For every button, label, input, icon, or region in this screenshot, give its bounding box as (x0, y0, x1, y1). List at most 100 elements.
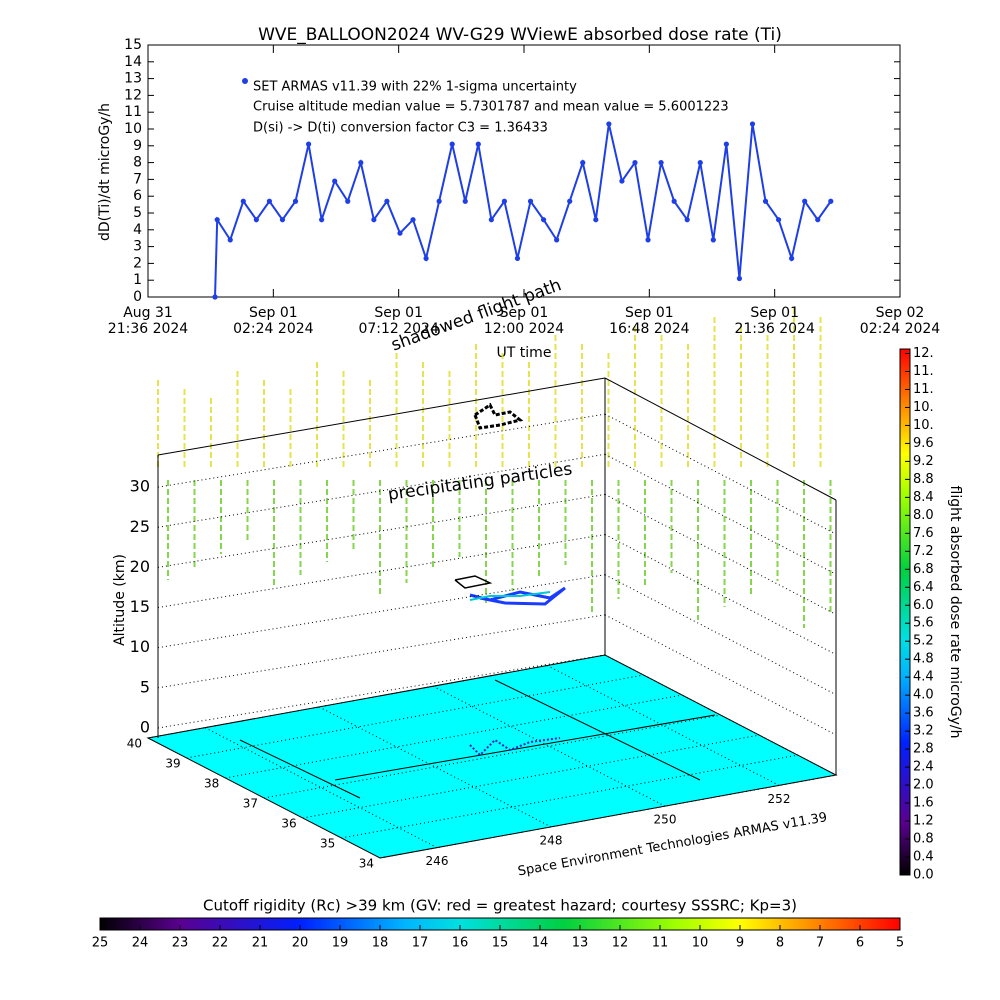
data-point (332, 178, 338, 184)
colorbar-tick-label: 6 (856, 936, 864, 951)
lat-tick-label: 34 (359, 857, 374, 871)
colorbar-tick-label: 17 (412, 936, 429, 951)
y-tick-label: 14 (124, 54, 142, 70)
grid-line (604, 574, 837, 696)
colorbar-tick-label: 8.4 (913, 490, 934, 505)
colorbar-tick-label: 13 (572, 936, 589, 951)
colorbar-tick-label: 1.6 (913, 796, 934, 811)
data-line (214, 123, 832, 298)
data-point (475, 141, 481, 147)
grid-line (604, 654, 837, 776)
y-tick-label: 15 (124, 37, 142, 53)
colorbar-tick-label: 8.0 (913, 508, 934, 523)
data-point (462, 198, 468, 204)
grid-line (604, 534, 837, 656)
lat-tick-label: 39 (165, 757, 180, 771)
colorbar-tick-label: 5.2 (913, 634, 934, 649)
grid-line (263, 714, 722, 799)
data-point (501, 198, 508, 204)
grid-line (604, 614, 837, 736)
colorbar-tick-label: 25 (92, 936, 109, 951)
colorbar-tick-label: 6.4 (913, 580, 934, 595)
lat-tick-label: 36 (281, 817, 296, 831)
data-point (371, 217, 377, 223)
data-point (723, 141, 729, 147)
colorbar-tick-label: 12 (612, 936, 629, 951)
colorbar-tick-label: 14 (532, 936, 549, 951)
colorbar-tick-label: 19 (332, 936, 349, 951)
data-point (815, 217, 821, 223)
box-edge (604, 377, 837, 501)
data-point (397, 230, 403, 236)
data-point (762, 198, 769, 204)
colorbar-tick-label: 9.2 (913, 454, 934, 469)
y-axis-label: dD(Ti)/dt microGy/h (97, 103, 113, 241)
grid-line (157, 574, 606, 649)
colorbar-tick-label: 1.2 (913, 814, 934, 829)
data-point (736, 275, 743, 282)
colorbar-tick-label: 6.8 (913, 562, 934, 577)
data-point (580, 160, 586, 166)
grid-line (225, 694, 683, 779)
colorbar-tick-label: 9 (736, 936, 744, 951)
y-tick-label: 12 (124, 87, 142, 103)
lat-tick-label: 40 (127, 737, 142, 751)
colorbar-tick-label: 5 (896, 936, 904, 951)
data-point (240, 198, 246, 204)
colorbar-tick-label: 15 (492, 936, 509, 951)
colorbar-title: Cutoff rigidity (Rc) >39 km (GV: red = g… (203, 897, 797, 915)
ground-track (494, 679, 701, 781)
data-point (802, 198, 808, 204)
data-point (345, 198, 351, 204)
colorbar-tick-label: 16 (452, 936, 469, 951)
colorbar-tick-label: 10. (913, 400, 934, 415)
data-point (775, 217, 782, 223)
lon-tick-label: 252 (768, 792, 791, 806)
flight-path-shadow (454, 575, 493, 589)
colorbar-tick-label: 0.8 (913, 832, 934, 847)
colorbar-tick-label: 3.2 (913, 724, 934, 739)
grid-line (157, 493, 606, 568)
flight-path-3d (469, 591, 551, 601)
data-point (710, 237, 716, 243)
colorbar-tick-label: 22 (212, 936, 229, 951)
lat-tick-label: 38 (204, 777, 219, 791)
data-point (292, 198, 299, 204)
z-tick-label: 20 (130, 557, 150, 576)
grid-line (604, 413, 837, 535)
data-point (212, 294, 218, 300)
data-point (449, 141, 455, 147)
colorbar (899, 348, 911, 876)
colorbar-tick-label: 7 (816, 936, 824, 951)
colorbar-tick-label: 0.4 (913, 850, 934, 865)
colorbar-tick-label: 21 (252, 936, 269, 951)
data-point (567, 198, 573, 204)
data-point (423, 255, 429, 261)
annotation: Cruise altitude median value = 5.7301787… (253, 100, 729, 115)
ground-track (334, 714, 716, 781)
data-point (488, 217, 494, 223)
data-point (540, 217, 547, 223)
x-tick-label: Sep 01 16:48 2024 (609, 305, 690, 337)
grid-line (147, 654, 606, 739)
colorbar-tick-label: 10. (913, 418, 934, 433)
data-point (384, 198, 390, 204)
data-point (410, 217, 416, 223)
colorbar-tick-label: 2.4 (913, 760, 934, 775)
flight-path-3d (469, 586, 566, 606)
x-tick-label: Sep 02 02:24 2024 (860, 305, 941, 337)
colorbar-tick-label: 2.8 (913, 742, 934, 757)
y-tick-label: 2 (133, 255, 142, 271)
data-point (214, 217, 220, 223)
y-tick-label: 6 (133, 188, 142, 204)
x-tick-label: Sep 01 21:36 2024 (734, 305, 815, 337)
x-tick-label: Sep 01 07:12 2024 (358, 305, 439, 337)
grid-line (379, 774, 838, 859)
colorbar-tick-label: 7.2 (913, 544, 934, 559)
grid-line (604, 453, 837, 575)
colorbar-tick-label: 6.0 (913, 598, 934, 613)
grid-line (302, 734, 760, 819)
colorbar-tick-label: 3.6 (913, 706, 934, 721)
data-point (593, 217, 599, 223)
colorbar-tick-label: 4.0 (913, 688, 934, 703)
